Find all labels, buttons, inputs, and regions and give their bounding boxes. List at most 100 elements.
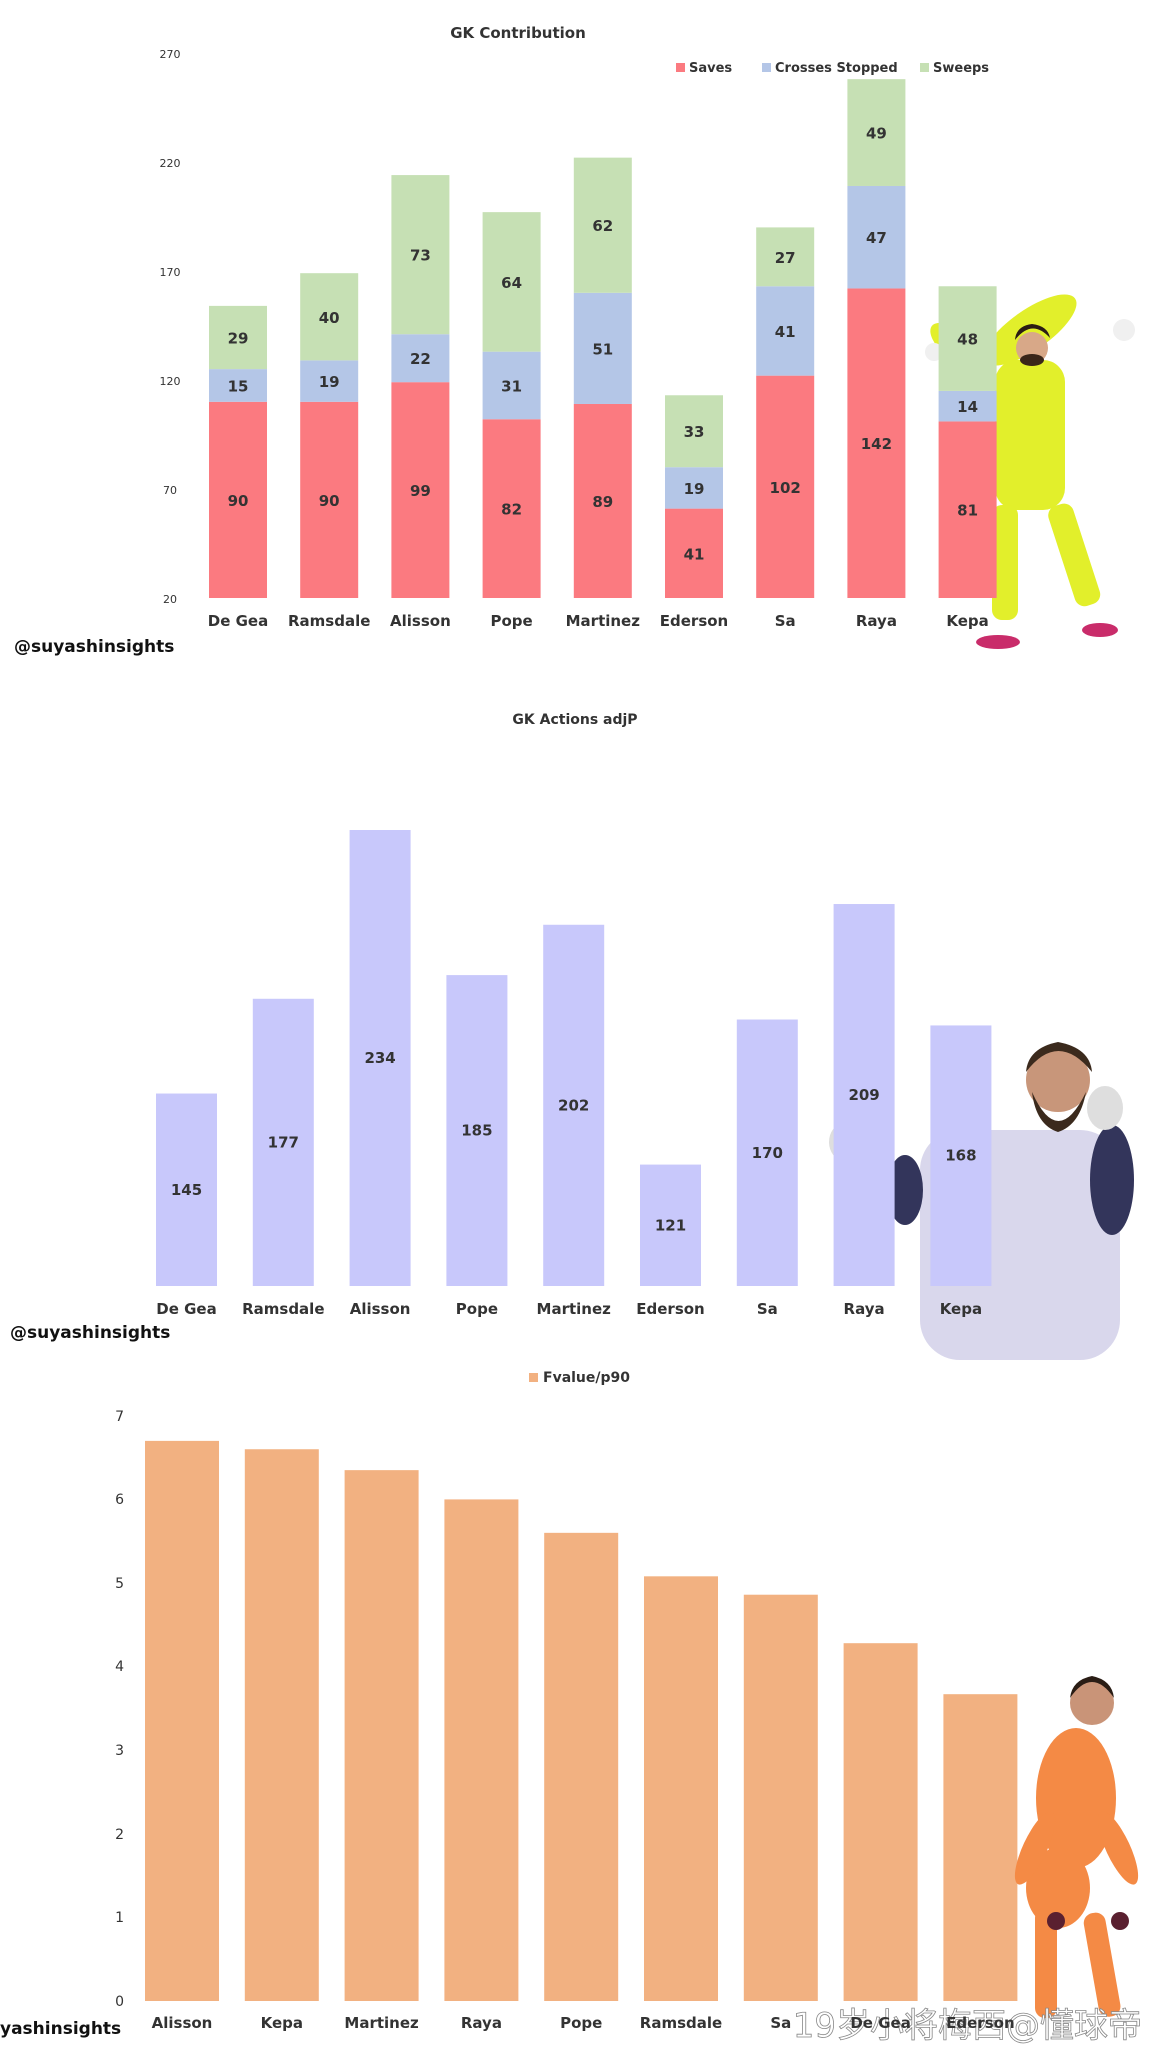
- credit-handle: @suyashinsights: [10, 1323, 170, 1343]
- legend-swatch-fvalue: [529, 1373, 538, 1382]
- data-label: 209: [848, 1086, 879, 1104]
- data-label: 47: [866, 229, 887, 247]
- bar: [244, 1449, 319, 2001]
- bar: [444, 1499, 519, 2001]
- bar: [349, 830, 411, 1286]
- legend-label: Saves: [689, 61, 732, 76]
- bar-segment-saves: [756, 375, 815, 598]
- goalkeeper-photo-kepa: [1014, 1676, 1139, 2018]
- data-label: 99: [410, 482, 431, 500]
- data-label: 19: [319, 373, 340, 391]
- data-label: 185: [461, 1122, 492, 1140]
- y-tick-label: 5: [115, 1576, 124, 1592]
- x-tick-label: Raya: [461, 2014, 502, 2032]
- bar-segment-crosses-stopped: [391, 334, 450, 383]
- x-tick-label: Martinez: [537, 1300, 612, 1318]
- x-tick-label: Pope: [456, 1300, 498, 1318]
- chart-title: GK Actions adjP: [512, 712, 637, 728]
- bar: [156, 1093, 217, 1286]
- bar-segment-crosses-stopped: [573, 292, 632, 404]
- data-label: 82: [501, 501, 522, 519]
- x-tick-label: Ramsdale: [288, 612, 370, 630]
- bar-segment-saves: [300, 401, 359, 598]
- bar-segment-saves: [482, 419, 541, 598]
- credit-handle: @suyashinsights: [14, 637, 174, 657]
- bar: [736, 1019, 798, 1286]
- y-tick-label: 3: [115, 1743, 124, 1759]
- bar-segment-sweeps: [665, 395, 723, 468]
- bars: 145 177 234 185 202 121 170 209 168: [156, 830, 992, 1286]
- bar-segment-crosses-stopped: [756, 286, 815, 376]
- data-label: 170: [752, 1144, 783, 1162]
- x-tick-label: De Gea: [156, 1300, 216, 1318]
- data-label: 90: [319, 492, 340, 510]
- legend-label: Crosses Stopped: [775, 61, 898, 76]
- x-tick-label: Martinez: [566, 612, 641, 630]
- data-label: 27: [775, 249, 796, 267]
- data-label: 64: [501, 274, 522, 292]
- x-tick-label: Kepa: [946, 612, 988, 630]
- data-label: 89: [592, 493, 613, 511]
- x-tick-label: Pope: [490, 612, 532, 630]
- data-label: 29: [228, 329, 249, 347]
- data-label: 81: [957, 502, 978, 520]
- bar-segment-crosses-stopped: [665, 467, 723, 509]
- x-tick-label: Alisson: [350, 1300, 411, 1318]
- data-label: 90: [228, 492, 249, 510]
- legend-label: Fvalue/p90: [543, 1370, 630, 1386]
- data-label: 40: [319, 309, 340, 327]
- bar-segment-sweeps: [938, 286, 997, 391]
- y-tick-label: 0: [115, 1994, 124, 2010]
- bar-segment-crosses-stopped: [847, 185, 906, 289]
- legend: Saves Crosses Stopped Sweeps: [676, 61, 989, 76]
- y-tick-label: 4: [115, 1659, 124, 1675]
- bar-segment-saves: [391, 382, 450, 598]
- data-label: 121: [655, 1216, 686, 1234]
- y-axis: 0 1 2 3 4 5 6 7: [115, 1409, 124, 2010]
- credit-handle: yashinsights: [0, 2019, 121, 2039]
- bar-segment-saves: [665, 508, 723, 598]
- y-axis: 20 70 120 170 220 270: [160, 48, 181, 606]
- bar-segment-sweeps: [391, 175, 450, 335]
- goalkeeper-photo-raya: [925, 294, 1135, 649]
- bar-segment-saves: [209, 401, 267, 598]
- x-tick-label: Kepa: [940, 1300, 982, 1318]
- x-tick-label: Alisson: [152, 2014, 213, 2032]
- bar-segment-crosses-stopped: [938, 390, 997, 422]
- bars: [145, 1440, 1018, 2001]
- data-label: 19: [684, 480, 705, 498]
- x-tick-label: Ederson: [946, 2014, 1014, 2032]
- gk-contribution-chart: GK Contribution Saves Crosses Stopped Sw…: [14, 24, 1135, 657]
- y-tick-label: 170: [160, 266, 181, 279]
- x-tick-label: Pope: [560, 2014, 602, 2032]
- bar-segment-sweeps: [573, 157, 632, 293]
- y-tick-label: 70: [163, 484, 177, 497]
- data-label: 14: [957, 398, 978, 416]
- x-tick-label: Kepa: [261, 2014, 303, 2032]
- y-tick-label: 270: [160, 48, 181, 61]
- x-tick-label: Sa: [757, 1300, 778, 1318]
- bar-segment-crosses-stopped: [300, 360, 359, 402]
- x-tick-label: Ederson: [660, 612, 728, 630]
- bar-segment-sweeps: [482, 212, 541, 352]
- bar-segment-sweeps: [209, 305, 267, 370]
- data-label: 73: [410, 247, 431, 265]
- data-label: 33: [684, 423, 705, 441]
- data-label: 145: [171, 1181, 202, 1199]
- data-label: 51: [592, 340, 613, 358]
- bar: [843, 1643, 918, 2001]
- x-tick-label: Sa: [770, 2014, 791, 2032]
- legend-swatch-crosses: [762, 63, 771, 72]
- x-tick-label: De Gea: [850, 2014, 910, 2032]
- bar: [833, 904, 895, 1286]
- x-tick-label: De Gea: [208, 612, 268, 630]
- bar: [943, 1694, 1018, 2001]
- chart-title: GK Contribution: [450, 24, 586, 42]
- x-tick-label: Raya: [844, 1300, 885, 1318]
- bar-segment-crosses-stopped: [209, 369, 267, 402]
- data-label: 62: [592, 217, 613, 235]
- data-label: 49: [866, 125, 887, 143]
- y-tick-label: 6: [115, 1492, 124, 1508]
- data-label: 202: [558, 1096, 589, 1114]
- x-tick-label: Ramsdale: [640, 2014, 722, 2032]
